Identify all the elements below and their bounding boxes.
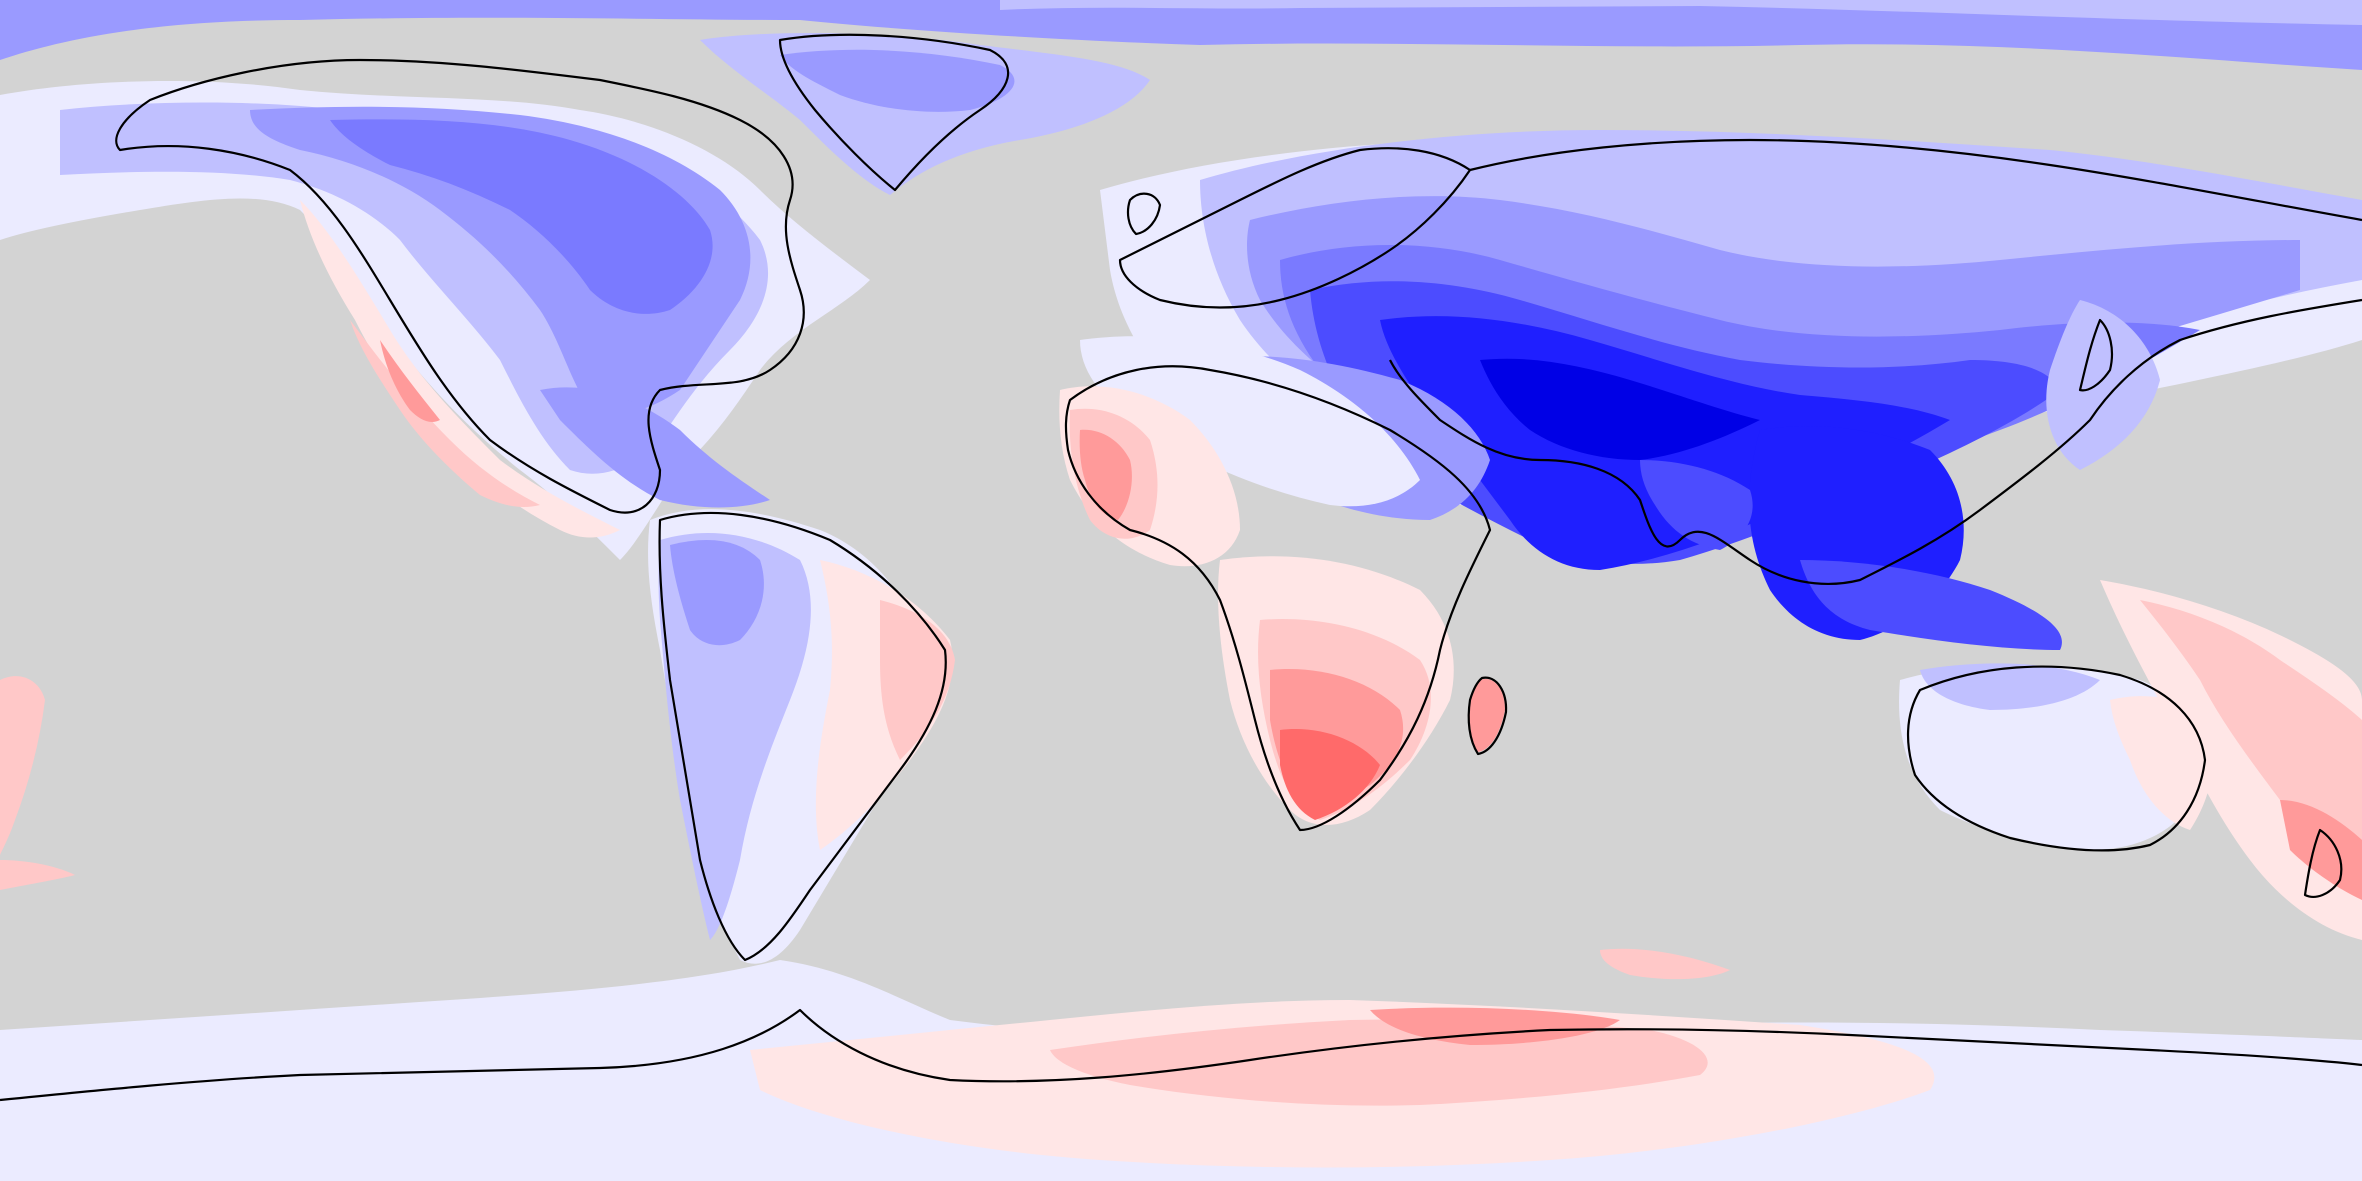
coastlines xyxy=(0,33,2362,1102)
madagascar-red xyxy=(1469,679,1505,752)
antarctic-red3 xyxy=(1370,1007,1620,1045)
coastline-south-america xyxy=(658,511,947,962)
cape-red4 xyxy=(1280,729,1380,820)
coastline-north-america xyxy=(115,58,805,514)
india-blue5 xyxy=(1640,460,1753,550)
pacific-edge-red xyxy=(0,676,45,855)
mexico-red-core xyxy=(380,340,440,422)
brazil-red-core xyxy=(880,600,955,760)
coastline-australia xyxy=(1907,665,2207,852)
weddell-red2 xyxy=(1600,948,1730,980)
north-africa-light xyxy=(1080,336,1420,507)
greenland-core xyxy=(780,49,1015,112)
coastline-british-isles xyxy=(1126,192,1162,236)
coastline-greenland xyxy=(778,33,1010,192)
arctic-light-band xyxy=(1000,0,2362,25)
east-asia-coast-blue xyxy=(2046,300,2160,470)
pacific-edge-red2 xyxy=(0,860,75,890)
coastline-japan xyxy=(2078,318,2114,392)
coastline-madagascar xyxy=(1467,676,1508,756)
coastline-new-zealand xyxy=(2303,828,2343,898)
south-america-blue3 xyxy=(670,540,764,646)
coastline-antarctica xyxy=(0,1008,2362,1102)
coastline-asia xyxy=(1389,138,2362,586)
coastline-africa xyxy=(1064,365,1492,832)
coastline-europe xyxy=(1118,147,1472,309)
arctic-blue-band xyxy=(0,0,2362,70)
north-america-core xyxy=(330,119,713,314)
central-america-blue xyxy=(540,387,770,508)
tibet-blue7 xyxy=(1480,358,1760,460)
maritime-asia-blue5 xyxy=(1800,560,2062,650)
